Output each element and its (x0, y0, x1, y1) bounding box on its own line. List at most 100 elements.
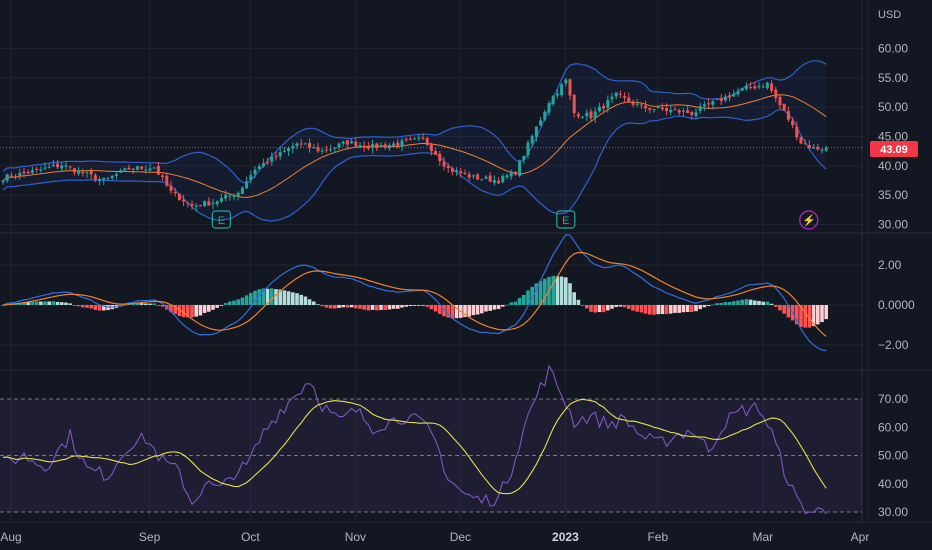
candle[interactable] (660, 103, 664, 111)
candle[interactable] (644, 100, 648, 113)
candle[interactable] (417, 134, 421, 142)
rsi-pane[interactable] (0, 364, 862, 515)
macd-histogram-bar[interactable] (303, 296, 308, 305)
macd-histogram-bar[interactable] (568, 283, 572, 305)
macd-histogram-bar[interactable] (240, 297, 245, 305)
macd-histogram-bar[interactable] (421, 305, 425, 306)
macd-histogram-bar[interactable] (622, 305, 627, 308)
candle[interactable] (56, 159, 60, 170)
candle[interactable] (421, 133, 425, 141)
candle[interactable] (35, 166, 39, 173)
candle[interactable] (354, 137, 358, 148)
candle[interactable] (14, 173, 18, 180)
candle[interactable] (148, 163, 152, 172)
candle[interactable] (60, 162, 64, 171)
macd-histogram-bar[interactable] (580, 305, 585, 306)
candle[interactable] (135, 165, 139, 171)
candle[interactable] (723, 93, 727, 103)
candle[interactable] (240, 186, 244, 195)
candle[interactable] (93, 173, 97, 183)
candle[interactable] (807, 140, 811, 151)
macd-histogram-bar[interactable] (534, 283, 539, 305)
macd-histogram-bar[interactable] (467, 305, 471, 317)
macd-histogram-bar[interactable] (312, 301, 316, 305)
candle[interactable] (362, 141, 366, 152)
candle[interactable] (543, 109, 547, 122)
macd-histogram-bar[interactable] (816, 305, 820, 325)
candle[interactable] (455, 167, 459, 176)
macd-histogram-bar[interactable] (719, 303, 723, 305)
macd-histogram-bar[interactable] (639, 305, 644, 313)
candle[interactable] (791, 117, 795, 129)
candle[interactable] (694, 107, 698, 120)
macd-histogram-bar[interactable] (307, 299, 312, 305)
macd-histogram-bar[interactable] (337, 305, 341, 308)
candle[interactable] (824, 145, 828, 152)
macd-histogram-bar[interactable] (429, 305, 434, 310)
macd-histogram-bar[interactable] (379, 305, 383, 310)
macd-histogram-bar[interactable] (673, 305, 677, 313)
candle[interactable] (182, 194, 186, 207)
macd-histogram-bar[interactable] (618, 305, 623, 307)
macd-histogram-bar[interactable] (34, 301, 39, 305)
macd-histogram-bar[interactable] (635, 305, 639, 312)
candle[interactable] (429, 142, 433, 156)
macd-histogram-bar[interactable] (400, 305, 404, 308)
macd-histogram-bar[interactable] (442, 305, 446, 317)
macd-histogram-bar[interactable] (505, 304, 509, 306)
candle[interactable] (564, 77, 568, 87)
candle[interactable] (606, 95, 610, 113)
macd-histogram-bar[interactable] (131, 303, 135, 305)
macd-histogram-bar[interactable] (610, 305, 614, 309)
macd-histogram-bar[interactable] (685, 305, 690, 312)
candle[interactable] (497, 177, 501, 185)
candle[interactable] (778, 94, 782, 110)
macd-histogram-bar[interactable] (181, 305, 186, 318)
macd-histogram-bar[interactable] (732, 301, 736, 305)
macd-histogram-bar[interactable] (160, 305, 165, 307)
candle[interactable] (329, 144, 333, 153)
macd-histogram-bar[interactable] (30, 301, 35, 305)
candle[interactable] (232, 193, 236, 201)
macd-histogram-bar[interactable] (64, 302, 68, 305)
macd-histogram-bar[interactable] (501, 305, 505, 307)
candle[interactable] (656, 105, 660, 109)
candle[interactable] (576, 111, 580, 119)
candle[interactable] (547, 100, 551, 116)
candle[interactable] (257, 163, 261, 170)
macd-histogram-bar[interactable] (664, 305, 669, 315)
macd-histogram-bar[interactable] (316, 304, 320, 306)
candle[interactable] (581, 115, 585, 119)
macd-histogram-bar[interactable] (328, 305, 333, 309)
macd-histogram-bar[interactable] (89, 305, 93, 309)
macd-histogram-bar[interactable] (68, 303, 72, 305)
macd-histogram-bar[interactable] (236, 299, 240, 305)
candle[interactable] (623, 92, 627, 103)
macd-histogram-bar[interactable] (26, 302, 30, 305)
macd-histogram-bar[interactable] (471, 305, 476, 316)
macd-histogram-bar[interactable] (576, 299, 581, 305)
candle[interactable] (425, 136, 429, 146)
candle[interactable] (110, 175, 114, 181)
macd-histogram-bar[interactable] (215, 305, 219, 308)
macd-histogram-bar[interactable] (803, 305, 807, 328)
candle[interactable] (761, 83, 765, 88)
macd-histogram-bar[interactable] (396, 305, 400, 309)
price-candles[interactable] (0, 77, 862, 212)
macd-histogram-bar[interactable] (152, 303, 156, 305)
macd-histogram-bar[interactable] (765, 301, 770, 305)
candle[interactable] (446, 163, 450, 173)
candle[interactable] (627, 92, 631, 103)
candle[interactable] (211, 199, 215, 210)
macd-histogram-bar[interactable] (652, 305, 656, 315)
macd-histogram-bar[interactable] (139, 303, 144, 305)
macd-histogram-bar[interactable] (795, 305, 799, 325)
candle[interactable] (740, 87, 744, 91)
macd-histogram-bar[interactable] (375, 305, 379, 311)
macd-histogram-bar[interactable] (265, 288, 270, 305)
macd-histogram-bar[interactable] (593, 305, 597, 313)
candle[interactable] (392, 140, 396, 146)
macd-histogram-bar[interactable] (286, 291, 291, 305)
candle[interactable] (795, 121, 799, 141)
macd-histogram-bar[interactable] (681, 305, 686, 313)
